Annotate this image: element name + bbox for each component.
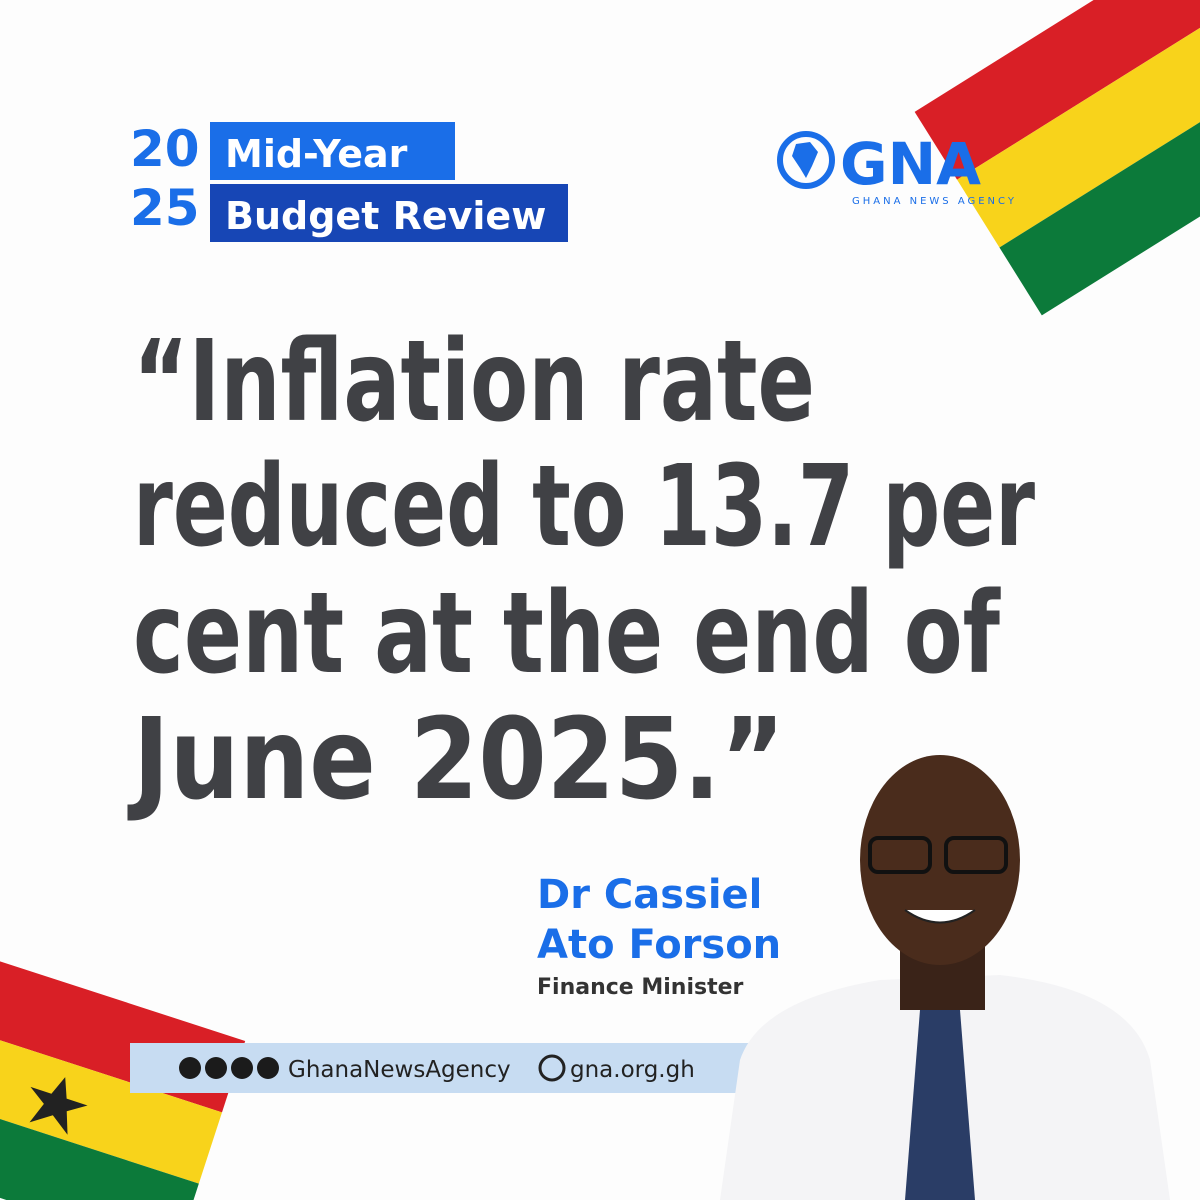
quote-line: “Inflation rate <box>133 317 815 447</box>
speaker-role: Finance Minister <box>537 975 744 1000</box>
logo-africa <box>792 142 818 178</box>
social-handle: GhanaNewsAgency <box>288 1057 511 1083</box>
speaker-name: Dr Cassiel <box>537 872 762 918</box>
logo-tagline: GHANA NEWS AGENCY <box>852 196 1017 207</box>
flag-top <box>914 0 1200 316</box>
quote-line: June 2025.” <box>127 695 785 825</box>
quote-line: cent at the end of <box>133 569 1001 699</box>
badge-line: Budget Review <box>225 194 546 238</box>
logo-name: GNA <box>840 130 981 198</box>
speaker-name: Ato Forson <box>537 922 781 968</box>
year-bottom: 25 <box>130 179 200 237</box>
logo-globe <box>777 131 835 189</box>
social-icons <box>179 1057 279 1079</box>
badge-line: Mid-Year <box>225 132 408 176</box>
web-icon <box>538 1054 566 1082</box>
badge-bar <box>210 122 455 180</box>
website: gna.org.gh <box>570 1057 695 1083</box>
speaker-photo <box>720 755 1170 1200</box>
year-top: 20 <box>130 120 200 178</box>
badge-bar <box>210 184 568 242</box>
quote-line: reduced to 13.7 per <box>133 442 1035 572</box>
